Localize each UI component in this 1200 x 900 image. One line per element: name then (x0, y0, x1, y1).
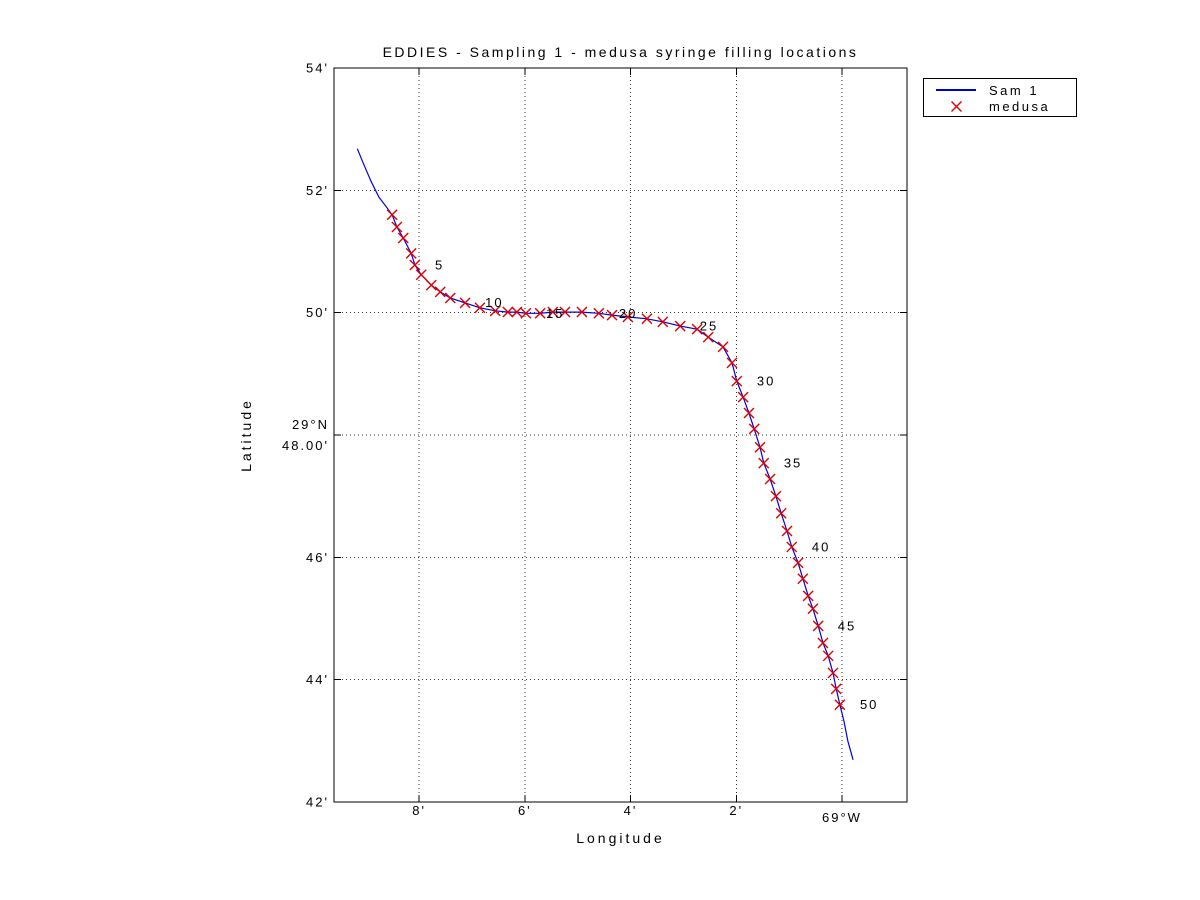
medusa-x-marker (657, 316, 669, 328)
medusa-x-marker (748, 423, 760, 435)
medusa-x-marker (743, 407, 755, 419)
x-tick-label: 4' (624, 803, 638, 818)
medusa-x-marker (459, 297, 471, 309)
medusa-x-marker (511, 306, 523, 318)
medusa-x-marker (731, 375, 743, 387)
medusa-x-marker (807, 603, 819, 615)
legend-label-sam1: Sam 1 (989, 82, 1040, 98)
medusa-x-marker (386, 209, 398, 221)
gridlines (334, 68, 907, 802)
medusa-x-marker (827, 667, 839, 679)
medusa-x-marker (391, 221, 403, 233)
medusa-x-marker (737, 391, 749, 403)
medusa-x-marker (758, 457, 770, 469)
medusa-x-marker (691, 323, 703, 335)
sample-number-label: 10 (485, 295, 503, 310)
sample-number-label: 40 (812, 539, 830, 554)
tick-marks (334, 67, 907, 803)
sample-number-label: 45 (838, 618, 856, 633)
y-tick-label: 42' (306, 795, 329, 810)
medusa-x-marker (834, 699, 846, 711)
medusa-x-marker (702, 331, 714, 343)
medusa-x-marker (576, 306, 588, 318)
axes-box (333, 67, 908, 803)
medusa-x-marker (559, 306, 571, 318)
chart-title: EDDIES - Sampling 1 - medusa syringe fil… (382, 44, 859, 60)
y-tick-label: 50' (306, 305, 329, 320)
medusa-x-marker (502, 306, 514, 318)
medusa-x-marker (786, 541, 798, 553)
medusa-x-marker (425, 279, 437, 291)
sample-number-label: 30 (757, 374, 775, 389)
x-tick-label: 2' (729, 803, 743, 818)
medusa-x-marker (717, 341, 729, 353)
medusa-x-marker (802, 590, 814, 602)
y-axis-label: Latitude (238, 398, 254, 472)
medusa-x-marker (606, 309, 618, 321)
medusa-x-marker (797, 573, 809, 585)
line-sample-icon (935, 89, 977, 91)
y-tick-label: 48.00' (282, 438, 329, 453)
y-tick-label: 46' (306, 550, 329, 565)
medusa-x-marker (792, 557, 804, 569)
sample-number-label: 50 (860, 697, 878, 712)
medusa-x-marker (674, 320, 686, 332)
legend-entry-medusa: medusa (924, 98, 1076, 114)
series-track-line (356, 148, 854, 760)
tick-labels: 8' 6' 4' 2' 69°W 54' 52' 50' 29°N 48.00' 46' 44' 42' (282, 61, 862, 826)
medusa-x-marker (520, 307, 532, 319)
medusa-x-marker (641, 313, 653, 325)
medusa-x-marker (434, 286, 446, 298)
legend: Sam 1 medusa (923, 78, 1077, 117)
medusa-x-marker (781, 525, 793, 537)
sample-number-label: 25 (700, 319, 718, 334)
medusa-x-marker (822, 650, 834, 662)
medusa-x-marker (547, 306, 559, 318)
legend-entry-sam1: Sam 1 (924, 82, 1076, 98)
sample-number-label: 15 (546, 306, 564, 321)
medusa-x-marker (489, 305, 501, 317)
series-medusa-markers (386, 209, 846, 711)
sample-number-label: 5 (435, 257, 444, 272)
medusa-x-marker (622, 311, 634, 323)
medusa-x-marker (830, 683, 842, 695)
medusa-x-marker (770, 490, 782, 502)
legend-label-medusa: medusa (989, 98, 1051, 114)
x-tick-label: 69°W (822, 810, 862, 825)
medusa-x-marker (726, 357, 738, 369)
medusa-x-marker (409, 259, 421, 271)
sample-number-label: 20 (619, 306, 637, 321)
sample-number-label: 35 (784, 456, 802, 471)
medusa-x-marker (474, 302, 486, 314)
medusa-x-marker (812, 620, 824, 632)
medusa-x-marker (534, 307, 546, 319)
x-tick-label: 8' (412, 803, 426, 818)
x-axis-label: Longitude (576, 830, 665, 846)
medusa-x-marker (764, 473, 776, 485)
medusa-x-marker (593, 307, 605, 319)
x-tick-label: 6' (518, 803, 532, 818)
y-tick-label: 29°N (292, 417, 329, 432)
medusa-x-marker (397, 232, 409, 244)
medusa-x-marker (405, 247, 417, 259)
medusa-x-marker (444, 292, 456, 304)
medusa-x-marker (817, 637, 829, 649)
medusa-x-marker (754, 441, 766, 453)
y-tick-label: 44' (306, 672, 329, 687)
x-marker-icon (935, 100, 977, 113)
medusa-x-marker (415, 269, 427, 281)
y-tick-label: 52' (306, 183, 329, 198)
sample-number-labels: 5 10 15 20 25 30 35 40 45 50 (435, 257, 878, 712)
medusa-x-marker (775, 507, 787, 519)
y-tick-label: 54' (306, 61, 329, 76)
